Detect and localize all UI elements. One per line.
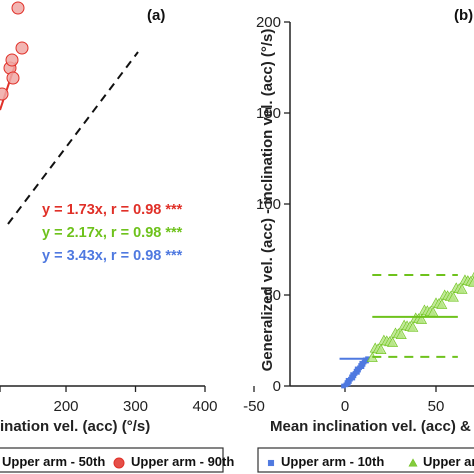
legends: Upper arm - 50th Upper arm - 90th Upper ar… — [0, 447, 474, 473]
legend-label-4: Upper arm — [423, 454, 474, 469]
point-50th — [471, 271, 474, 278]
panel-label-b: (b) — [454, 7, 473, 24]
y-tick-label-50: 50 — [264, 287, 281, 304]
legend-marker-3 — [267, 459, 275, 467]
x-tick-label-0: 0 — [341, 398, 349, 415]
y-tick-label-200: 200 — [256, 14, 281, 31]
legend-box-a — [0, 447, 224, 473]
legend-label-3: Upper arm - 10th — [281, 454, 384, 469]
point-90th — [5, 53, 19, 67]
point-50th — [407, 321, 419, 332]
point-90th — [6, 71, 20, 85]
x-tick-label-50: 50 — [428, 398, 445, 415]
y-axis-label: Generalized vel. (acc) - inclination vel… — [259, 29, 276, 372]
point-90th — [0, 87, 9, 101]
point-50th — [375, 344, 387, 354]
y-tick-label-150: 150 — [256, 105, 281, 122]
point-90th — [11, 1, 25, 15]
panel-label-a: (a) — [147, 7, 165, 24]
x-tick-label--50: -50 — [243, 398, 265, 415]
x-tick-label-400: 400 — [192, 398, 217, 415]
point-50th — [456, 283, 468, 294]
legend-box-b — [257, 447, 474, 473]
point-50th — [387, 336, 399, 347]
x-axis-label: ination vel. (acc) (°/s) — [0, 418, 150, 435]
legend-marker-2 — [113, 457, 125, 469]
point-50th — [416, 313, 428, 324]
y-tick-label-0: 0 — [273, 378, 281, 395]
regression-annotation-3: y = 3.43x, r = 0.98 *** — [42, 248, 183, 264]
legend-label-1: Upper arm - 50th — [2, 454, 105, 469]
y-tick-label-100: 100 — [256, 196, 281, 213]
x-tick-label-300: 300 — [123, 398, 148, 415]
regression-annotation-1: y = 1.73x, r = 0.98 *** — [42, 202, 183, 218]
identity-line — [7, 51, 139, 225]
legend-label-2: Upper arm - 90th — [131, 454, 234, 469]
x-tick-label-200: 200 — [54, 398, 79, 415]
point-50th — [395, 329, 407, 339]
x-axis-label: Mean inclination vel. (acc) & g — [270, 418, 474, 435]
point-50th — [447, 291, 459, 302]
panel-a: 200 300 400 ination vel. (acc) (°/s) y = 1.7… — [0, 1, 218, 435]
point-90th — [15, 41, 29, 55]
point-50th — [436, 298, 448, 309]
regression-annotation-2: y = 2.17x, r = 0.98 *** — [42, 225, 183, 241]
legend-marker-4 — [408, 458, 418, 467]
